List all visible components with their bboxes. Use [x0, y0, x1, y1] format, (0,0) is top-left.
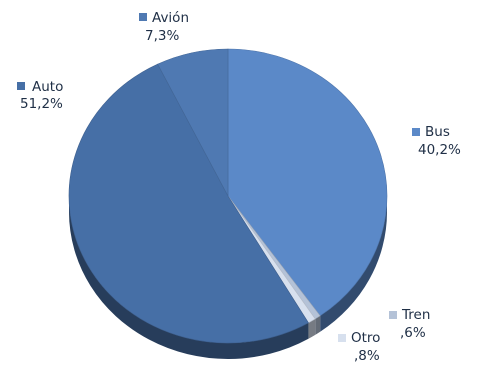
slice-auto	[68, 63, 309, 344]
pie-slices	[68, 48, 388, 344]
slice-value-label: ,6%	[400, 325, 426, 341]
slice-category-label: Tren	[401, 307, 430, 323]
slice-value-label: 51,2%	[20, 96, 63, 112]
slice-value-label: 7,3%	[145, 28, 179, 44]
slice-side-auto	[69, 196, 309, 360]
slice-side-otro	[308, 318, 316, 339]
slice-label-otro: Otro ,8%	[338, 330, 380, 364]
slice-label-bus: Bus 40,2%	[412, 124, 461, 158]
slice-value-label: 40,2%	[418, 142, 461, 158]
pie-depth-layer	[69, 196, 387, 360]
slice-category-label: Bus	[425, 124, 450, 140]
slice-category-label: Otro	[351, 330, 380, 346]
slice-category-label: Avión	[152, 10, 189, 26]
legend-swatch-otro	[338, 334, 346, 342]
slice-category-label: Auto	[32, 79, 63, 95]
legend-swatch-avion	[139, 13, 147, 21]
slice-label-tren: Tren ,6%	[389, 307, 430, 341]
slice-side-tren	[315, 315, 321, 335]
legend-swatch-auto	[17, 82, 25, 90]
slice-side-bus	[320, 196, 387, 332]
legend-swatch-bus	[412, 128, 420, 136]
slice-bus	[227, 48, 388, 317]
legend-swatch-tren	[389, 311, 397, 319]
slice-label-avion: Avión 7,3%	[139, 10, 189, 44]
slice-value-label: ,8%	[354, 348, 380, 364]
slice-avion	[157, 48, 229, 197]
